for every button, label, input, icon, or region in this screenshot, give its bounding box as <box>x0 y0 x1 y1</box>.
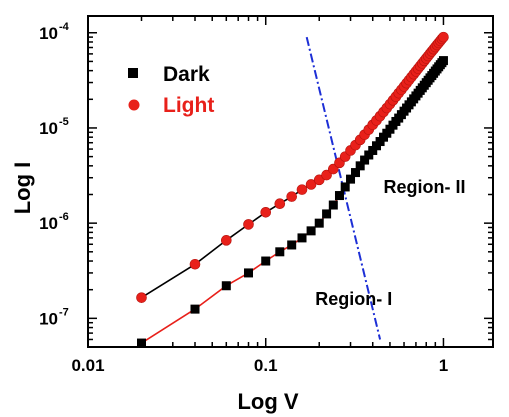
annotation-region-1: Region- I <box>315 289 392 309</box>
legend-marker-light <box>128 99 140 111</box>
x-tick-label: 0.1 <box>254 356 278 375</box>
data-point-dark <box>351 168 361 178</box>
annotation-region-2: Region- II <box>384 177 466 197</box>
data-point-dark <box>261 256 271 266</box>
x-axis-title: Log V <box>237 389 298 414</box>
x-tick-label: 1 <box>439 356 448 375</box>
y-tick-label: 10 <box>39 24 58 43</box>
y-tick-exponent: -5 <box>59 116 69 128</box>
data-point-light <box>189 258 201 270</box>
data-point-dark <box>340 182 350 192</box>
legend-label-dark: Dark <box>163 63 210 86</box>
data-point-dark <box>334 191 344 201</box>
data-point-dark <box>364 150 374 160</box>
legend-marker-dark <box>128 68 138 78</box>
data-point-dark <box>287 240 297 250</box>
axis-ticks <box>87 16 493 348</box>
y-tick-exponent: -6 <box>59 211 69 223</box>
legend: Dark Light <box>128 63 214 117</box>
data-point-dark <box>328 200 338 210</box>
data-point-dark <box>244 268 254 278</box>
data-point-light <box>286 191 297 202</box>
data-point-light <box>274 198 286 210</box>
data-point-dark <box>306 226 316 236</box>
y-tick-label: 10 <box>39 309 58 328</box>
data-point-dark <box>221 281 231 291</box>
data-point-light <box>260 207 272 218</box>
y-tick-exponent: -7 <box>59 306 69 318</box>
x-tick-label: 0.01 <box>71 356 104 375</box>
data-point-light <box>296 184 308 195</box>
data-point-dark <box>314 218 324 228</box>
y-tick-label: 10 <box>39 214 58 233</box>
y-tick-exponent: -4 <box>59 21 70 33</box>
data-point-dark <box>346 174 356 184</box>
data-markers <box>136 31 449 348</box>
plot-frame <box>87 15 494 348</box>
y-tick-label: 10 <box>39 119 58 138</box>
data-point-dark <box>368 145 378 155</box>
tick-labels: 0.01 0.1 110-710-610-510-4 <box>39 21 448 375</box>
data-point-light <box>243 219 254 230</box>
data-point-light <box>305 179 317 190</box>
data-point-dark <box>275 247 285 257</box>
y-axis-title: Log I <box>10 162 35 215</box>
data-point-light <box>220 235 232 246</box>
data-point-light <box>136 292 147 303</box>
data-point-dark <box>190 304 200 314</box>
data-point-light <box>321 169 332 181</box>
data-point-dark <box>360 155 370 165</box>
data-point-dark <box>438 56 448 66</box>
data-point-dark <box>322 209 332 219</box>
data-point-light <box>438 31 449 43</box>
data-point-light <box>313 174 325 186</box>
data-point-dark <box>297 233 307 243</box>
legend-label-light: Light <box>163 94 214 117</box>
data-point-dark <box>355 161 365 171</box>
